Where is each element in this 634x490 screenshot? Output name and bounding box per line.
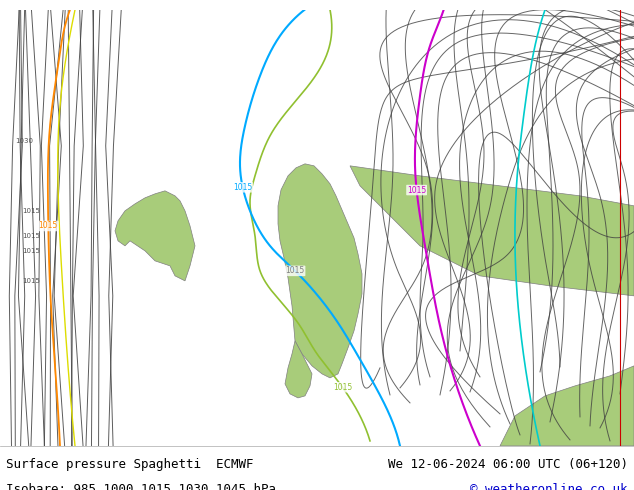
Text: We 12-06-2024 06:00 UTC (06+120): We 12-06-2024 06:00 UTC (06+120)	[387, 458, 628, 471]
Text: 1015: 1015	[285, 267, 304, 275]
Text: Isobare: 985 1000 1015 1030 1045 hPa: Isobare: 985 1000 1015 1030 1045 hPa	[6, 483, 276, 490]
Polygon shape	[350, 166, 634, 296]
Text: 1015: 1015	[39, 221, 58, 230]
Text: 1015: 1015	[22, 233, 40, 239]
Polygon shape	[285, 341, 312, 398]
Text: 1015: 1015	[22, 208, 40, 214]
Text: 1015: 1015	[22, 248, 40, 254]
Text: Surface pressure Spaghetti  ECMWF: Surface pressure Spaghetti ECMWF	[6, 458, 254, 471]
Polygon shape	[500, 366, 634, 446]
Text: 1015: 1015	[407, 186, 426, 195]
Text: 1015: 1015	[22, 278, 40, 284]
Text: 1030: 1030	[15, 138, 33, 144]
Polygon shape	[115, 191, 195, 281]
Text: © weatheronline.co.uk: © weatheronline.co.uk	[470, 483, 628, 490]
Text: 1015: 1015	[233, 183, 252, 192]
Text: 1015: 1015	[333, 383, 352, 392]
Polygon shape	[278, 164, 362, 378]
